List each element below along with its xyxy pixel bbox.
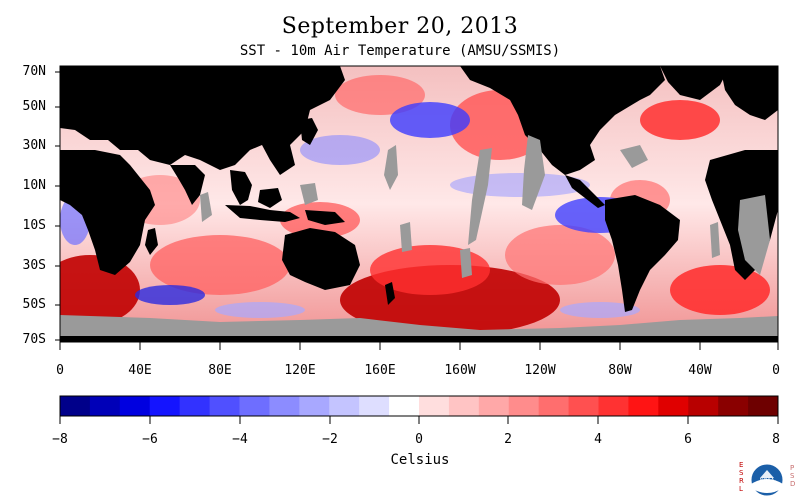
land-se-asia [230,170,252,205]
colorbar-label-neg2: −2 [322,432,338,447]
colorbar-label-2: 2 [504,432,512,447]
colorbar-segment [389,396,420,416]
lon-label-160w: 160W [444,363,476,378]
land-australia [282,228,360,290]
colorbar-segment [89,396,121,416]
lat-label-50s: 50S [22,297,46,312]
lat-label-30s: 30S [22,258,46,273]
colorbar-segment [568,396,599,416]
logo-noaa-text: NOAA [760,478,775,484]
lat-label-10n: 10N [22,178,46,193]
land-japan [300,118,318,145]
colorbar-segment [478,396,510,416]
colorbar-segment [598,396,629,416]
lat-label-30n: 30N [22,138,46,153]
colorbar-segment [299,396,330,416]
land-new-guinea [305,210,345,225]
colorbar-ticks [59,416,779,424]
colorbar-segment [419,396,450,416]
lon-label-80e: 80E [208,363,232,378]
map-frame [59,65,779,343]
land-antarctica [60,335,778,342]
colorbar-label-8: 8 [772,432,780,447]
colorbar-label-neg8: −8 [52,432,68,447]
colorbar-segment [329,396,360,416]
lat-label-50n: 50N [22,99,46,114]
land-masses [60,66,778,342]
land-indonesia [225,205,300,222]
colorbar-segment [359,396,390,416]
colorbar-label-neg4: −4 [232,432,248,447]
land-new-zealand [385,282,395,305]
land-north-america [460,66,665,175]
colorbar-segment [628,396,659,416]
colorbar-segment [269,396,300,416]
land-india [170,165,205,205]
colorbar-segment [119,396,151,416]
lon-label-40w: 40W [688,363,712,378]
colorbar-segment [60,396,91,416]
lon-ticks [59,342,779,350]
colorbar-label-4: 4 [594,432,602,447]
lon-label-0: 0 [56,363,64,378]
map-area [60,66,778,342]
lon-label-120w: 120W [524,363,556,378]
map-subtitle: SST - 10m Air Temperature (AMSU/SSMIS) [239,43,561,59]
colorbar-segment [538,396,570,416]
colorbar-segment [718,396,749,416]
antarctic-sea-ice [60,315,778,336]
ice-nodata-regions [60,135,778,336]
land-greenland [660,66,730,100]
colorbar-segment [179,396,211,416]
colorbar-label-0: 0 [415,432,423,447]
colorbar-segment [748,396,779,416]
land-europe-east [720,66,778,120]
lon-label-80w: 80W [608,363,632,378]
land-central-america [565,175,605,208]
colorbar-segment [658,396,689,416]
land-borneo [258,188,282,208]
colorbar-segment [239,396,270,416]
lat-label-70s: 70S [22,332,46,347]
noaa-emblem-icon: NOAA [750,463,784,497]
lat-label-10s: 10S [22,218,46,233]
land-eurasia [60,66,345,175]
colorbar-label-neg6: −6 [142,432,158,447]
colorbar-segment [209,396,240,416]
colorbar-unit-label: Celsius [390,452,450,468]
lon-label-120e: 120E [284,363,316,378]
colorbar-segment [149,396,181,416]
lon-label-160e: 160E [364,363,396,378]
colorbar-segment [448,396,480,416]
lon-label-0-end: 0 [772,363,780,378]
lat-ticks [55,71,60,341]
lon-label-40e: 40E [128,363,152,378]
land-south-america [605,195,680,312]
colorbar [60,396,779,416]
lat-label-70n: 70N [22,64,46,79]
colorbar-segment [688,396,719,416]
colorbar-label-6: 6 [684,432,692,447]
land-africa [60,150,155,275]
map-title: September 20, 2013 [281,14,519,39]
colorbar-segment [508,396,540,416]
land-madagascar [145,228,158,255]
